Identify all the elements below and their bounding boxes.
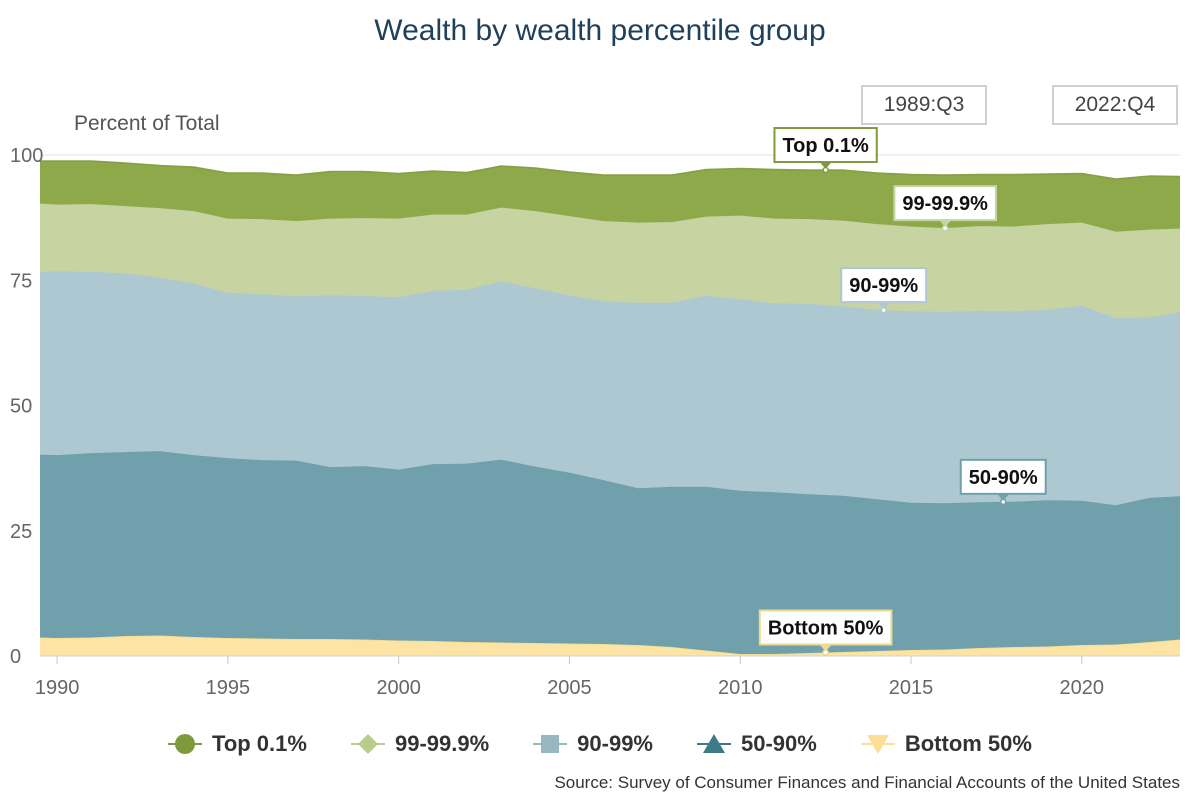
legend-marker-icon [860, 735, 895, 754]
line-top01 [40, 160, 1181, 180]
annotation-text: 99-99.9% [902, 193, 988, 215]
legend-label: Bottom 50% [904, 731, 1032, 756]
legend-item-top01[interactable]: Top 0.1% [168, 731, 307, 757]
legend-item-p90_99[interactable]: 90-99% [533, 731, 653, 757]
legend-label: 90-99% [577, 731, 653, 756]
legend: Top 0.1% 99-99.9% 90-99% 50-90% Bottom 50% [0, 731, 1200, 757]
annotation-pointer [819, 162, 832, 170]
annotation-text: 90-99% [849, 275, 918, 297]
x-tick-label: 2000 [376, 677, 421, 699]
annotation-anchor [822, 166, 829, 174]
source-note: Source: Survey of Consumer Finances and … [554, 773, 1180, 792]
x-tick-label: 2010 [718, 677, 763, 699]
y-tick-label: 50 [10, 396, 32, 418]
annotation-pointer [877, 302, 890, 310]
annotation-p99_999: 99-99.9% [893, 185, 997, 232]
annotation-text: Top 0.1% [782, 135, 869, 157]
legend-label: 99-99.9% [394, 731, 490, 756]
x-tick-label: 2005 [547, 677, 592, 699]
annotation-pointer [939, 220, 952, 228]
series-annotations: Top 0.1% 99-99.9% 90-99% 50-90% Bottom 50% [758, 127, 1047, 656]
annotation-text: Bottom 50% [768, 617, 884, 639]
legend-label: 50-90% [741, 731, 817, 756]
x-tick-label: 1995 [206, 677, 251, 699]
annotation-box [840, 267, 928, 304]
area-p90_99 [40, 271, 1180, 506]
range-to-input[interactable]: 2022:Q4 [1052, 85, 1178, 125]
stacked-areas [39, 160, 1181, 656]
annotation-anchor [941, 224, 949, 232]
area-chart: 0 25 50 75 100 1990 1995 2000 2005 2010 2015 2020 T… [10, 127, 1181, 699]
legend-item-p50_90[interactable]: 50-90% [697, 731, 817, 757]
annotation-box [758, 609, 893, 646]
annotation-pointer [819, 644, 832, 652]
legend-item-bottom50[interactable]: Bottom 50% [860, 731, 1032, 757]
annotation-anchor [880, 306, 887, 314]
axes: 0 25 50 75 100 1990 1995 2000 2005 2010 2015 2020 [10, 145, 1180, 699]
x-tick-label: 2020 [1060, 677, 1105, 699]
area-p50_90 [40, 451, 1180, 654]
annotation-box [893, 185, 997, 222]
legend-label: Top 0.1% [212, 731, 307, 756]
y-tick-label: 0 [10, 646, 21, 668]
x-tick-label: 1990 [35, 677, 80, 699]
legend-marker-icon [697, 734, 731, 753]
y-tick-label: 75 [10, 270, 32, 292]
legend-item-p99_999[interactable]: 99-99.9% [350, 731, 490, 757]
legend-marker-icon [350, 734, 385, 754]
annotation-anchor [822, 649, 829, 656]
y-axis-label: Percent of Total [74, 112, 220, 135]
y-tick-label: 25 [10, 521, 32, 543]
annotation-pointer [997, 493, 1010, 501]
annotation-text: 50-90% [969, 467, 1038, 489]
range-from-input[interactable]: 1989:Q3 [861, 85, 987, 125]
annotation-anchor [999, 498, 1007, 506]
legend-marker-icon [533, 735, 568, 753]
annotation-p90_99: 90-99% [840, 267, 928, 314]
legend-marker-icon [168, 734, 203, 754]
x-tick-label: 2015 [889, 677, 934, 699]
annotation-bottom50: Bottom 50% [758, 609, 893, 656]
chart-title: Wealth by wealth percentile group [374, 14, 826, 47]
y-tick-label: 100 [10, 145, 43, 167]
annotation-top01: Top 0.1% [773, 127, 878, 174]
annotation-p50_90: 50-90% [959, 458, 1047, 506]
